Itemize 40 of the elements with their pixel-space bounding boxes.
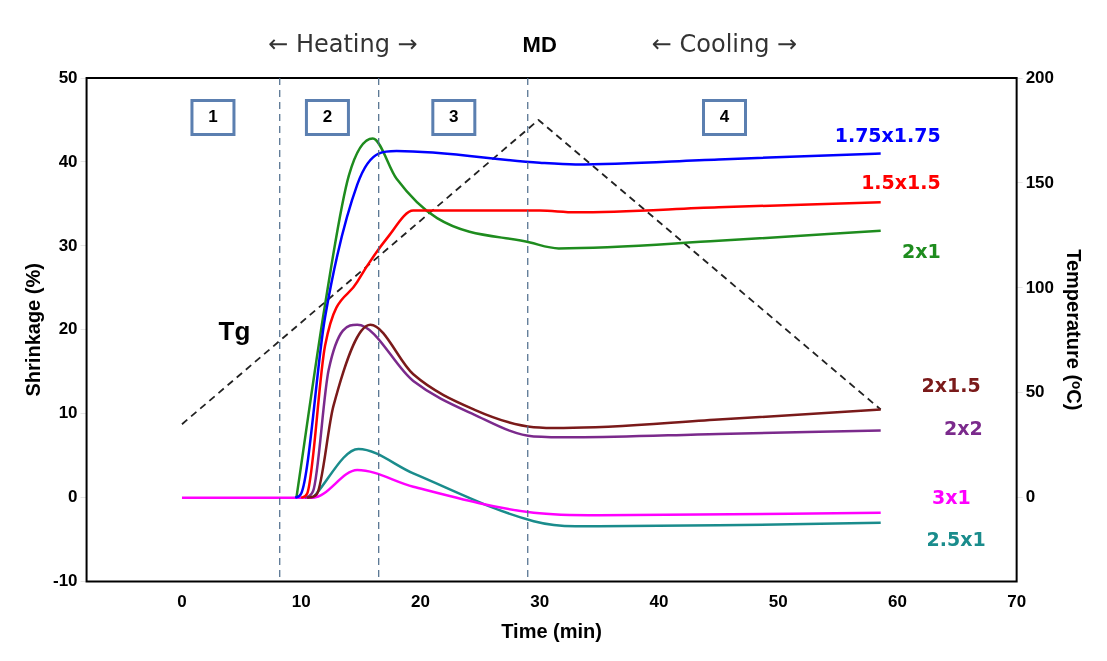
series-label: 2x1: [902, 239, 941, 262]
y-tick-label: 0: [68, 487, 78, 507]
y2-tick-label: 50: [1025, 382, 1045, 402]
x-tick-label: 20: [410, 592, 430, 612]
x-axis-title: Time (min): [501, 619, 602, 642]
y-tick-label: 40: [58, 151, 78, 171]
series-label: 1.75x1.75: [834, 124, 941, 147]
annotation: 2: [322, 107, 333, 127]
y-tick-label: 20: [58, 319, 78, 339]
y2-tick-label: 150: [1025, 172, 1055, 192]
x-tick-label: 40: [649, 592, 669, 612]
x-tick-label: 30: [530, 592, 550, 612]
annotation: 1: [208, 107, 218, 127]
y2-tick-label: 0: [1025, 487, 1036, 507]
annotation: 3: [449, 107, 459, 127]
x-tick-label: 50: [768, 592, 788, 612]
series-label: 1.5x1.5: [861, 171, 941, 194]
y-tick-label: 10: [58, 403, 78, 423]
text: 2x1.5: [921, 374, 981, 397]
text: 3x1: [932, 485, 971, 508]
text: ← Heating →: [268, 30, 418, 59]
x-tick-label: 0: [177, 592, 187, 612]
x-tick-label: 70: [1007, 592, 1027, 612]
y2-axis-title: Temperature (ᵒC): [1063, 249, 1086, 411]
text: 2.5x1: [926, 527, 986, 550]
line-series: [299, 200, 882, 499]
text: ← Cooling →: [651, 30, 798, 59]
x-tick-label: 10: [291, 592, 311, 612]
y2-tick-label: 200: [1025, 67, 1055, 87]
y-axis-title: Shrinkage (%): [21, 263, 44, 397]
annotation: Tg: [218, 316, 251, 347]
text: MD: [522, 32, 557, 58]
annotation: 4: [719, 107, 730, 127]
x-tick-label: 60: [887, 592, 907, 612]
line-series: [180, 468, 882, 517]
y-tick-label: -10: [52, 571, 78, 591]
text: 2x2: [944, 417, 983, 440]
y-tick-label: 50: [58, 67, 78, 87]
y-tick-label: 30: [58, 235, 78, 255]
y2-tick-label: 100: [1025, 277, 1055, 297]
